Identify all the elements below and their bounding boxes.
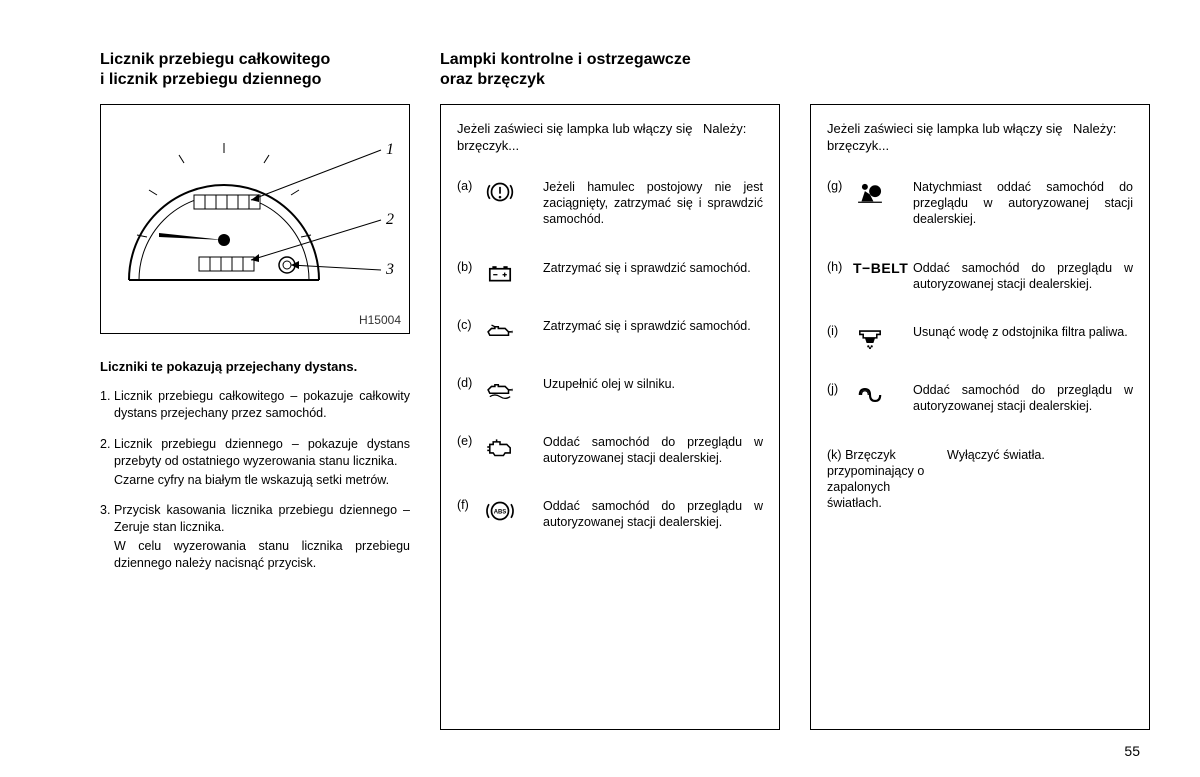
item-number: 3.	[100, 502, 114, 572]
row-label: (h)	[827, 260, 853, 274]
abs-icon: ABS	[483, 498, 543, 524]
box-header-right: Należy:	[1073, 121, 1133, 155]
svg-text:ABS: ABS	[494, 510, 507, 516]
row-k-label-text: Brzęczyk przypominający o zapalonych świ…	[827, 448, 924, 511]
right-heading-spacer	[810, 50, 1150, 90]
table-row: (e) Oddać samochód do przeglądu w autory…	[457, 434, 763, 467]
row-text: Natychmiast oddać samochód do przeglądu …	[913, 179, 1133, 228]
table-row: (j) Oddać samochód do przeglądu w autory…	[827, 382, 1133, 415]
glow-plug-icon	[853, 382, 913, 408]
row-label: (f)	[457, 498, 483, 512]
table-row: (d) Uzupełnić olej w silniku.	[457, 376, 763, 402]
row-text: Jeżeli hamulec postojowy nie jest zaciąg…	[543, 179, 763, 228]
item-number: 2.	[100, 436, 114, 489]
left-heading-l2: i licznik przebiegu dziennego	[100, 71, 321, 88]
table-row: (a) Jeżeli hamulec postojowy nie jest za…	[457, 179, 763, 228]
row-label: (i)	[827, 324, 853, 338]
callout-2: 2	[386, 211, 394, 229]
oil-pressure-icon	[483, 318, 543, 344]
row-label: (g)	[827, 179, 853, 193]
item-text-p2: Czarne cyfry na białym tle wskazują setk…	[114, 472, 410, 489]
row-text: Uzupełnić olej w silniku.	[543, 376, 763, 392]
tbelt-text: T−BELT	[853, 260, 908, 276]
row-text: Oddać samochód do przeglądu w autoryzowa…	[543, 434, 763, 467]
oil-level-icon	[483, 376, 543, 402]
diagram-code: H15004	[359, 313, 401, 327]
page-number: 55	[1124, 743, 1140, 759]
row-text: Usunąć wodę z odstojnika filtra paliwa.	[913, 324, 1133, 340]
warning-box-2: Jeżeli zaświeci się lampka lub włączy si…	[810, 104, 1150, 730]
box-header-left: Jeżeli zaświeci się lampka lub włączy si…	[457, 121, 703, 155]
table-row: (g) Natychmiast oddać samochód do przegl…	[827, 179, 1133, 228]
check-engine-icon	[483, 434, 543, 460]
middle-column: Lampki kontrolne i ostrzegawcze oraz brz…	[440, 50, 780, 730]
left-column: Licznik przebiegu całkowitego i licznik …	[100, 50, 410, 730]
page-container: Licznik przebiegu całkowitego i licznik …	[100, 50, 1140, 730]
right-heading: Lampki kontrolne i ostrzegawcze oraz brz…	[440, 50, 780, 90]
box-header-right: Należy:	[703, 121, 763, 155]
odometer-diagram: 1 2 3 H15004	[100, 104, 410, 334]
left-heading-l1: Licznik przebiegu całkowitego	[100, 51, 330, 68]
row-text: Wyłączyć światła.	[927, 447, 1133, 463]
callout-1: 1	[386, 141, 394, 159]
brake-warning-icon	[483, 179, 543, 205]
gauge-svg	[119, 125, 329, 300]
item-text: Przycisk kasowania licznika przebiegu dz…	[114, 502, 410, 572]
item-text-p2: W celu wyzerowania stanu licznika przebi…	[114, 538, 410, 572]
right-heading-l2: oraz brzęczyk	[440, 71, 545, 88]
row-label: (e)	[457, 434, 483, 448]
row-label: (a)	[457, 179, 483, 193]
box-header: Jeżeli zaświeci się lampka lub włączy si…	[457, 121, 763, 155]
item-text-p1: Licznik przebiegu dziennego – pokazuje d…	[114, 437, 410, 468]
item-text: Licznik przebiegu dziennego – pokazuje d…	[114, 436, 410, 489]
list-item: 1. Licznik przebiegu całkowitego – pokaz…	[100, 388, 410, 422]
left-subhead: Liczniki te pokazują przejechany dystans…	[100, 359, 410, 374]
list-item: 3. Przycisk kasowania licznika przebiegu…	[100, 502, 410, 572]
left-heading: Licznik przebiegu całkowitego i licznik …	[100, 50, 410, 90]
row-label: (j)	[827, 382, 853, 396]
row-text: Oddać samochód do przeglądu w autoryzowa…	[913, 260, 1133, 293]
item-text: Licznik przebiegu całkowitego – pokazuje…	[114, 388, 410, 422]
list-item: 2. Licznik przebiegu dziennego – pokazuj…	[100, 436, 410, 489]
row-text: Zatrzymać się i sprawdzić samochód.	[543, 318, 763, 334]
table-row: (i) Usunąć wodę z odstojnika filtra pali…	[827, 324, 1133, 350]
row-label: (c)	[457, 318, 483, 332]
row-text: Oddać samochód do przeglądu w autoryzowa…	[543, 498, 763, 531]
right-column: Jeżeli zaświeci się lampka lub włączy si…	[810, 50, 1150, 730]
item-number: 1.	[100, 388, 114, 422]
table-row: (k) Brzęczyk przypominający o zapalonych…	[827, 447, 1133, 512]
fuel-filter-water-icon	[853, 324, 913, 350]
battery-icon	[483, 260, 543, 286]
table-row: (c) Zatrzymać się i sprawdzić samochód.	[457, 318, 763, 344]
table-row: (h) T−BELT Oddać samochód do przeglądu w…	[827, 260, 1133, 293]
item-text-p1: Przycisk kasowania licznika przebiegu dz…	[114, 503, 410, 534]
tbelt-icon: T−BELT	[853, 260, 913, 276]
table-row: (f) ABS Oddać samochód do przeglądu w au…	[457, 498, 763, 531]
row-text: Oddać samochód do przeglądu w autoryzowa…	[913, 382, 1133, 415]
row-label: (b)	[457, 260, 483, 274]
airbag-icon	[853, 179, 913, 205]
warning-box-1: Jeżeli zaświeci się lampka lub włączy si…	[440, 104, 780, 730]
box-header: Jeżeli zaświeci się lampka lub włączy si…	[827, 121, 1133, 155]
table-row: (b) Zatrzymać się i sprawdzić samochód.	[457, 260, 763, 286]
row-label-wide: (k) Brzęczyk przypominający o zapalonych…	[827, 447, 927, 512]
right-heading-l1: Lampki kontrolne i ostrzegawcze	[440, 51, 691, 68]
box-header-left: Jeżeli zaświeci się lampka lub włączy si…	[827, 121, 1073, 155]
row-text: Zatrzymać się i sprawdzić samochód.	[543, 260, 763, 276]
row-label: (d)	[457, 376, 483, 390]
callout-3: 3	[386, 261, 394, 279]
row-k-lbl: (k)	[827, 448, 842, 462]
